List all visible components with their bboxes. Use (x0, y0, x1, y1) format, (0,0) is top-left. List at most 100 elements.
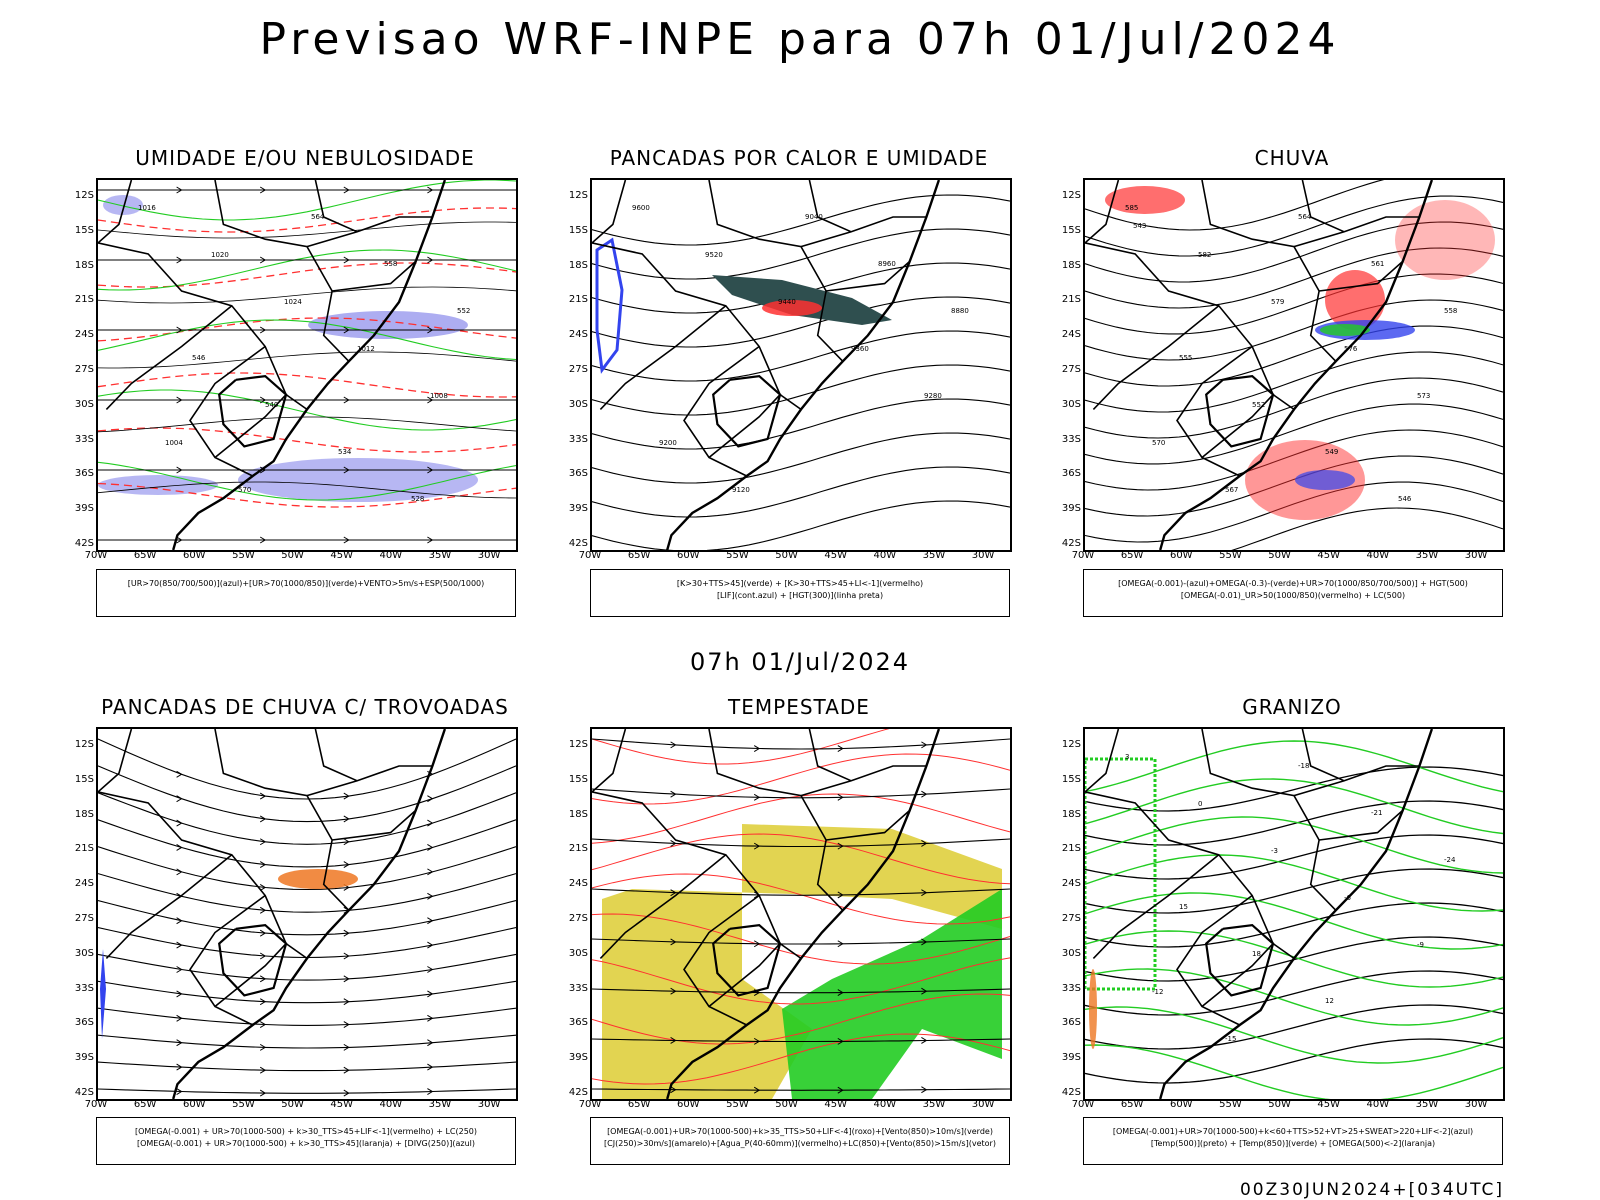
map-panel: 585 582 579 576 573 570 567 564 561 558 555 552 549 5… (1083, 178, 1505, 552)
contour-label: 1012 (357, 345, 375, 353)
latitude-label: 12S (74, 739, 94, 750)
latitude-label: 27S (74, 913, 94, 924)
latitude-label: 42S (74, 1087, 94, 1098)
map-canvas (592, 729, 1010, 1099)
latitude-label: 15S (74, 773, 94, 785)
legend-line: [K>30+TTS>45](verde) + [K>30+TTS>45+LI<-… (676, 579, 924, 588)
contour-label: 552 (1252, 401, 1265, 409)
latitude-label: 33S (568, 982, 588, 994)
longitude-label: 55W (232, 550, 255, 561)
longitude-label: 60W (1169, 550, 1193, 561)
latitude-label: 36S (1061, 1017, 1081, 1029)
contour-label: 9600 (632, 204, 650, 212)
contour-label: 543 (1133, 222, 1146, 230)
latitude-label: 21S (74, 294, 94, 306)
latitude-label: 42S (1061, 1087, 1081, 1098)
contour-label: 534 (338, 448, 352, 456)
legend-line: [OMEGA(-0.001)+UR>70(1000-500)+k>35_TTS>… (607, 1127, 993, 1136)
contour-label: 9360 (851, 345, 869, 353)
latitude-label: 36S (74, 468, 94, 480)
contour-label: -18 (1298, 762, 1309, 770)
longitude-label: 65W (133, 1099, 157, 1110)
legend-line: [OMEGA(-0.001)+UR>70(1000-500)+k<60+TTS>… (1112, 1127, 1474, 1136)
map-panel: 1016 1020 1024 1012 1008 1004 570 564 558 552 546 5… (96, 178, 518, 552)
latitude-label: 36S (1061, 468, 1081, 480)
longitude-label: 50W (775, 1099, 798, 1110)
longitude-label: 30W (1464, 1099, 1488, 1110)
contour-label: 18 (1252, 950, 1261, 958)
contour-label: -9 (1417, 941, 1424, 949)
contour-label: 9200 (659, 439, 677, 447)
latitude-label: 33S (74, 433, 94, 445)
contour-label: 558 (384, 260, 397, 268)
legend-line: [OMEGA(-0.001) + UR>70(1000-500) + k>30_… (136, 1139, 476, 1148)
latitude-label: 24S (1061, 878, 1081, 890)
legend-line: [CJ(250)>30m/s](amarelo)+[Agua_P(40-60mm… (604, 1139, 996, 1148)
contour-label: 546 (192, 354, 206, 362)
latitude-label: 21S (568, 843, 588, 855)
contour-label: 549 (1325, 448, 1338, 456)
latitude-label: 21S (1061, 294, 1081, 306)
latitude-label: 27S (74, 364, 94, 375)
contour-label: 558 (1444, 307, 1457, 315)
contour-label: 582 (1198, 251, 1211, 259)
longitude-label: 40W (379, 550, 403, 561)
latitude-label: 42S (74, 538, 94, 549)
latitude-label: 36S (74, 1017, 94, 1029)
longitude-label: 35W (922, 1099, 946, 1110)
latitude-label: 15S (568, 224, 588, 236)
longitude-label: 30W (477, 550, 501, 561)
contour-label: 8880 (951, 307, 969, 315)
latitude-label: 12S (1061, 190, 1081, 201)
latitude-label: 21S (74, 843, 94, 855)
contour-label: 573 (1417, 392, 1430, 400)
contour-label: 15 (1179, 903, 1188, 911)
legend-line: [UR>70(850/700/500)](azul)+[UR>70(1000/8… (127, 579, 485, 588)
longitude-label: 50W (281, 550, 304, 561)
latitude-label: 12S (568, 190, 588, 201)
panel-title: PANCADAS DE CHUVA C/ TROVOADAS (101, 695, 509, 719)
contour-label: 1016 (138, 204, 156, 212)
longitude-label: 70W (578, 550, 602, 561)
contour-label: 564 (1298, 213, 1312, 221)
longitude-label: 40W (873, 550, 897, 561)
longitude-label: 65W (627, 1099, 651, 1110)
latitude-label: 24S (568, 329, 588, 341)
contour-label: 570 (238, 486, 251, 494)
latitude-label: 18S (568, 259, 588, 271)
contour-label: -15 (1225, 1035, 1236, 1043)
latitude-label: 30S (1061, 947, 1081, 959)
longitude-label: 65W (1120, 1099, 1144, 1110)
legend-line: [Temp(500)](preto) + [Temp(850)](verde) … (1150, 1139, 1436, 1148)
latitude-label: 39S (1061, 1052, 1081, 1064)
longitude-label: 55W (726, 1099, 749, 1110)
longitude-label: 40W (379, 1099, 403, 1110)
latitude-label: 18S (74, 808, 94, 820)
latitude-label: 27S (568, 913, 588, 924)
longitude-label: 65W (133, 550, 157, 561)
legend-line: [LIF](cont.azul) + [HGT(300)](linha pret… (716, 591, 884, 600)
latitude-label: 12S (1061, 739, 1081, 750)
panel-legend: [UR>70(850/700/500)](azul)+[UR>70(1000/8… (96, 569, 516, 617)
contour-label: 1008 (430, 392, 448, 400)
latitude-label: 42S (1061, 538, 1081, 549)
latitude-label: 12S (568, 739, 588, 750)
longitude-label: 50W (775, 550, 798, 561)
contour-label: 585 (1125, 204, 1138, 212)
contour-label: -3 (1271, 847, 1278, 855)
panel-title: CHUVA (1254, 146, 1330, 170)
contour-label: 3 (1125, 753, 1129, 761)
longitude-label: 40W (873, 1099, 897, 1110)
longitude-label: 60W (182, 1099, 206, 1110)
contour-label: 576 (1344, 345, 1358, 353)
legend-line: [OMEGA(-0.01)_UR>50(1000/850)(vermelho) … (1180, 591, 1406, 600)
map-panel: 3 0 -3 -6 -9 -12 -15 -18 -21 -24 15 18 12 (1083, 727, 1505, 1101)
longitude-label: 65W (1120, 550, 1144, 561)
longitude-label: 35W (1415, 1099, 1439, 1110)
latitude-label: 18S (568, 808, 588, 820)
longitude-label: 35W (428, 1099, 452, 1110)
latitude-label: 36S (568, 468, 588, 480)
run-info: 00Z30JUN2024+[034UTC] (1239, 1180, 1504, 1200)
longitude-label: 35W (1415, 550, 1439, 561)
